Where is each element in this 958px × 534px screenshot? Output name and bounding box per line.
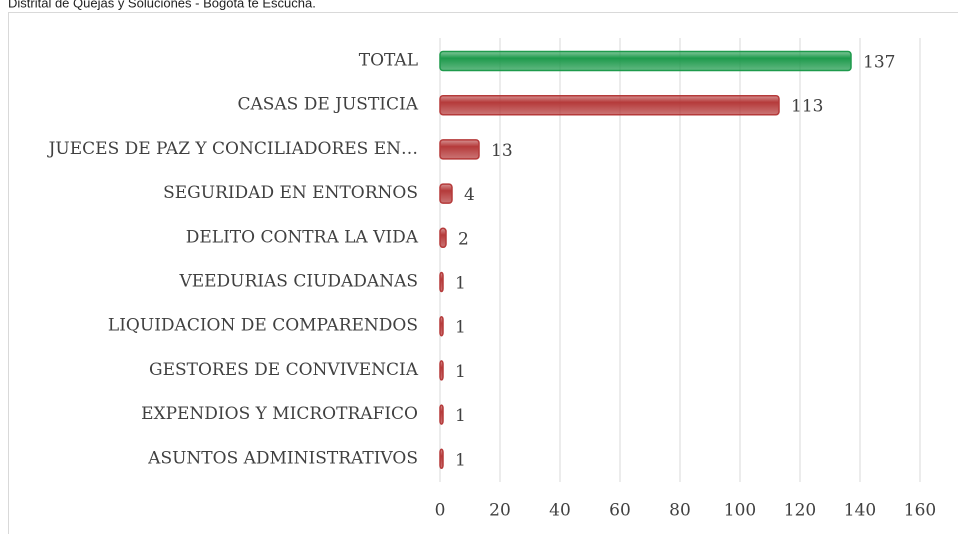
x-tick-label: 20 bbox=[489, 501, 511, 521]
data-label: 137 bbox=[863, 53, 895, 73]
bar bbox=[439, 315, 444, 337]
y-tick-label: TOTAL bbox=[359, 51, 418, 71]
y-tick-label: GESTORES DE CONVIVENCIA bbox=[149, 360, 419, 380]
bar bbox=[439, 404, 444, 425]
data-label: 1 bbox=[455, 274, 466, 294]
data-label: 1 bbox=[455, 318, 466, 338]
x-tick-label: 120 bbox=[784, 501, 816, 521]
x-tick-label: 40 bbox=[549, 501, 571, 521]
x-tick-label: 60 bbox=[609, 501, 631, 521]
data-label: 1 bbox=[455, 450, 466, 470]
bar bbox=[439, 448, 444, 470]
y-tick-label: ASUNTOS ADMINISTRATIVOS bbox=[147, 448, 418, 468]
x-tick-label: 0 bbox=[435, 501, 446, 521]
x-tick-label: 160 bbox=[904, 501, 936, 521]
data-label: 2 bbox=[458, 229, 469, 249]
caption: Distrital de Quejas y Soluciones - Bogot… bbox=[8, 0, 316, 10]
x-tick-label: 140 bbox=[844, 501, 876, 521]
bar bbox=[439, 227, 447, 249]
bar bbox=[439, 360, 444, 381]
bar bbox=[439, 183, 453, 204]
x-tick-label: 100 bbox=[724, 501, 756, 521]
y-tick-label: LIQUIDACION DE COMPARENDOS bbox=[108, 316, 418, 336]
y-tick-label: SEGURIDAD EN ENTORNOS bbox=[163, 183, 418, 203]
y-tick-label: EXPENDIOS Y MICROTRAFICO bbox=[141, 404, 418, 424]
y-tick-label: DELITO CONTRA LA VIDA bbox=[186, 227, 419, 247]
bar bbox=[439, 139, 480, 160]
data-label: 113 bbox=[791, 97, 823, 117]
data-label: 1 bbox=[455, 362, 466, 382]
data-label: 4 bbox=[464, 185, 475, 205]
bar bbox=[439, 50, 852, 72]
data-label: 13 bbox=[491, 141, 513, 161]
y-tick-label: JUECES DE PAZ Y CONCILIADORES EN… bbox=[47, 139, 418, 159]
data-label: 1 bbox=[455, 406, 466, 426]
y-tick-label: VEEDURIAS CIUDADANAS bbox=[178, 272, 418, 292]
y-tick-label: CASAS DE JUSTICIA bbox=[237, 95, 418, 115]
bar bbox=[439, 94, 780, 116]
x-tick-label: 80 bbox=[669, 501, 691, 521]
bar bbox=[439, 271, 444, 293]
